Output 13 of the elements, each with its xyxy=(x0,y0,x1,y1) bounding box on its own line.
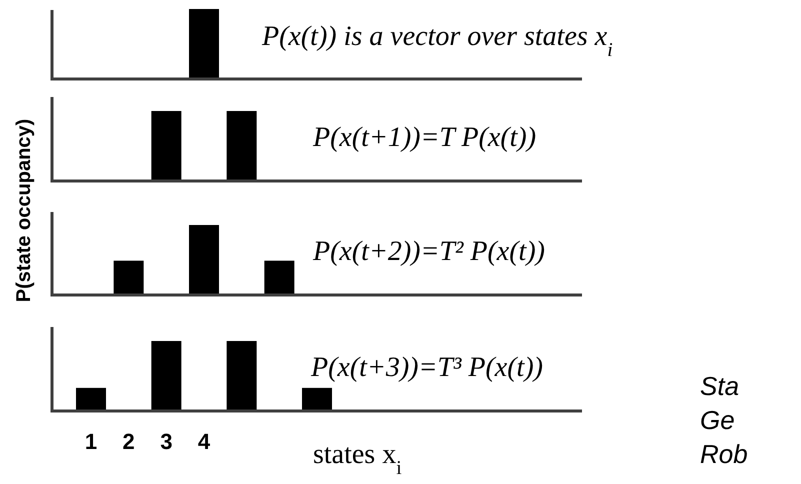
text: Sta xyxy=(700,371,740,401)
text: P(x(t+3))=T³ P(x(t)) xyxy=(310,352,543,383)
text: Ge xyxy=(700,405,735,435)
text: Rob xyxy=(700,439,748,469)
text: P(x(t+2))=T² P(x(t)) xyxy=(312,236,545,267)
x-axis-title: states x$_{i}$ xyxy=(313,439,402,478)
x-tick-label: 4 xyxy=(198,429,211,454)
text: P(x(t+1))=T P(x(t)) xyxy=(312,122,536,153)
y-axis-title: P(state occupancy) xyxy=(13,118,35,302)
x-tick-label: 2 xyxy=(122,429,135,454)
x-tick-label: 3 xyxy=(160,429,172,454)
x-tick-label: 1 xyxy=(84,429,98,454)
text: P(x(t)) is a vector over states x$_{i}$ xyxy=(261,21,613,60)
